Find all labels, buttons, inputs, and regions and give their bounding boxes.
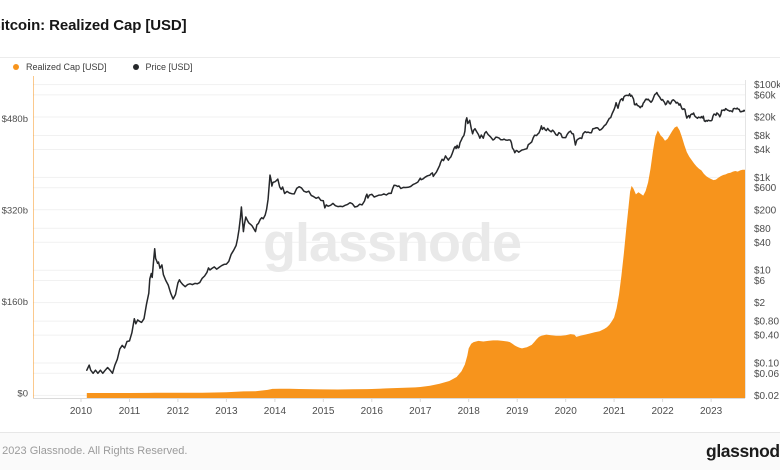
x-axis-tick-label: 2018 — [458, 406, 481, 417]
price-dot-icon — [132, 64, 139, 70]
right-axis-tick-label: $6 — [754, 276, 766, 287]
right-axis-tick-label: $0.02 — [754, 391, 779, 402]
header-divider — [0, 57, 780, 58]
right-axis-tick-label: $80 — [754, 224, 771, 235]
x-axis-tick-label: 2016 — [361, 406, 384, 417]
x-axis-tick-label: 2013 — [215, 406, 238, 417]
right-axis-tick-label: $60k — [754, 90, 777, 101]
right-axis-tick-label: $100k — [754, 80, 780, 91]
x-axis-tick-label: 2020 — [555, 406, 578, 417]
right-axis-tick-label: $200 — [754, 205, 777, 216]
x-axis-tick-label: 2014 — [264, 406, 287, 417]
right-axis-tick-label: $10 — [754, 266, 771, 277]
right-axis-tick-label: $2 — [754, 298, 766, 309]
right-axis-tick-label: $0.06 — [754, 369, 779, 380]
right-axis-tick-label: $20k — [754, 113, 777, 124]
x-axis-tick-label: 2011 — [119, 406, 141, 417]
left-axis-tick-label: $320b — [2, 205, 28, 216]
right-axis-tick-label: $0.10 — [754, 359, 779, 370]
x-axis-tick-label: 2019 — [506, 406, 529, 417]
realized-cap-dot-icon — [13, 64, 19, 70]
realized-cap-area — [86, 126, 746, 399]
price-line — [86, 91, 746, 375]
footer: © 2023 Glassnode. All Rights Reserved. g… — [0, 432, 780, 470]
legend-label-price: Price [USD] — [145, 62, 193, 72]
x-axis-tick-label: 2012 — [167, 406, 190, 417]
watermark-text: glassnode — [263, 213, 521, 273]
right-axis-tick-label: $4k — [754, 145, 771, 156]
right-axis-tick-label: $1k — [754, 173, 771, 184]
right-axis-tick-label: $0.40 — [754, 331, 779, 342]
right-axis-tick-label: $600 — [754, 183, 777, 194]
chart-plot-area[interactable]: glassnode 2010 2011 2012 2013 2014 2015 2016 201… — [0, 0, 780, 432]
left-axis-tick-label: $160b — [2, 297, 28, 308]
x-axis-tick-label: 2021 — [603, 406, 626, 417]
right-axis-tick-label: $0.80 — [754, 317, 779, 328]
page-title: Bitcoin: Realized Cap [USD] — [0, 17, 187, 34]
x-axis-tick-label: 2010 — [70, 406, 93, 417]
right-axis-tick-label: $8k — [754, 131, 771, 142]
x-axis-tick-label: 2017 — [409, 406, 432, 417]
x-axis-tick-label: 2022 — [651, 406, 674, 417]
copyright-text: © 2023 Glassnode. All Rights Reserved. — [0, 445, 188, 457]
legend-item-price[interactable]: Price [USD] — [132, 62, 193, 72]
x-axis-tick-label: 2015 — [312, 406, 335, 417]
legend-item-realized-cap[interactable]: Realized Cap [USD] — [13, 62, 107, 72]
glassnode-logo[interactable]: glassnode — [706, 441, 780, 461]
legend-label-realized-cap: Realized Cap [USD] — [26, 62, 107, 72]
x-axis-tick-label: 2023 — [700, 406, 723, 417]
legend: Realized Cap [USD] Price [USD] — [13, 62, 193, 72]
left-axis-tick-label: $480b — [2, 114, 28, 125]
right-axis-tick-label: $40 — [754, 238, 771, 249]
left-axis-tick-label: $0 — [17, 389, 28, 400]
